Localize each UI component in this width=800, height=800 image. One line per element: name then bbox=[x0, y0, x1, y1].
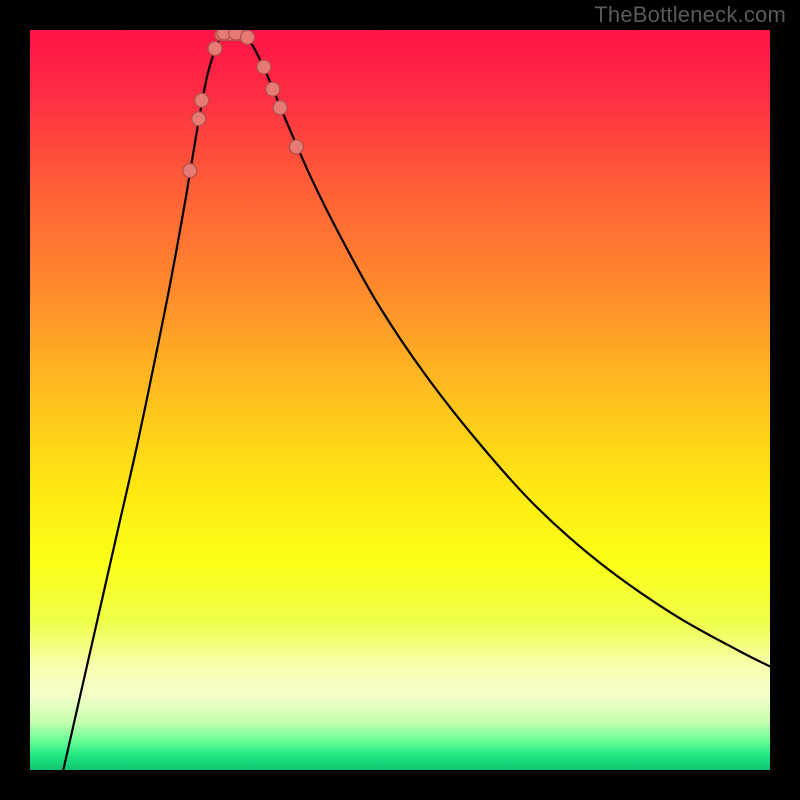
watermark-text: TheBottleneck.com bbox=[594, 2, 786, 28]
curve-marker bbox=[192, 112, 206, 126]
curve-marker bbox=[183, 164, 197, 178]
curve-marker bbox=[266, 82, 280, 96]
curve-marker bbox=[257, 60, 271, 74]
curve-marker bbox=[289, 140, 303, 154]
curve-marker bbox=[241, 30, 255, 44]
curve-marker bbox=[195, 93, 209, 107]
bottleneck-curve bbox=[63, 30, 770, 770]
curve-markers bbox=[183, 30, 304, 178]
curve-marker bbox=[208, 42, 222, 56]
curve-marker bbox=[273, 101, 287, 115]
plot-area bbox=[30, 30, 770, 770]
chart-svg bbox=[30, 30, 770, 770]
